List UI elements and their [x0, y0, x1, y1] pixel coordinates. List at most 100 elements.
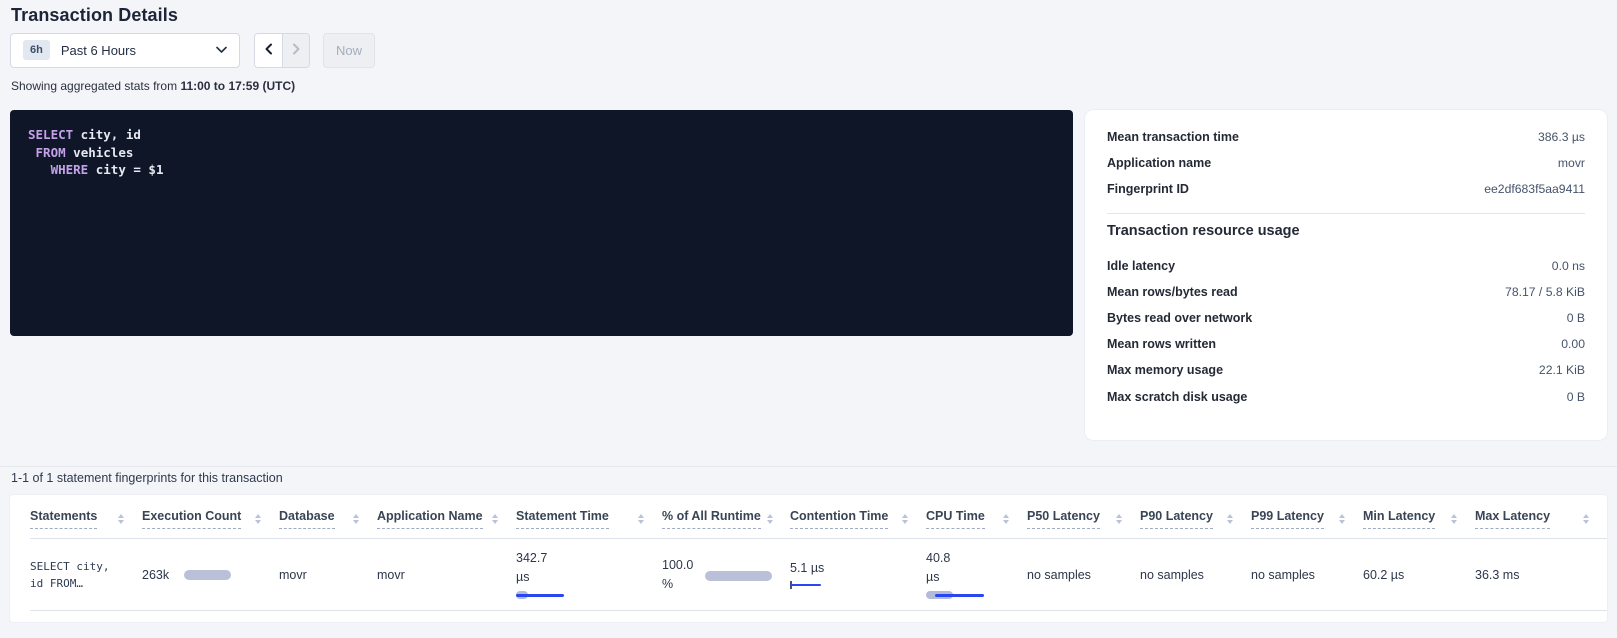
- time-range-dropdown[interactable]: 6h Past 6 Hours: [10, 32, 240, 68]
- summary-row-max-memory-usage: Max memory usage 22.1 KiB: [1107, 357, 1585, 383]
- column-header-cpu-time[interactable]: CPU Time: [926, 495, 1027, 539]
- next-range-button[interactable]: [282, 33, 309, 67]
- summary-value: 0.0 ns: [1551, 258, 1585, 273]
- column-label: CPU Time: [926, 509, 985, 529]
- sort-icon[interactable]: [255, 514, 261, 524]
- sql-line: FROM vehicles: [35, 144, 134, 160]
- now-button[interactable]: Now: [323, 32, 376, 68]
- column-label: Max Latency: [1475, 509, 1551, 529]
- summary-value: ee2df683f5aa9411: [1484, 182, 1585, 197]
- statement-time-bar: [516, 591, 644, 600]
- summary-row-mean-rows-bytes-read: Mean rows/bytes read 78.17 / 5.8 KiB: [1107, 279, 1585, 305]
- sort-icon[interactable]: [118, 514, 124, 524]
- statements-table: Statements Execution Count Database Appl…: [30, 495, 1607, 611]
- summary-value: 0.00: [1561, 337, 1585, 352]
- statements-table-card: Statements Execution Count Database Appl…: [10, 495, 1607, 622]
- chevron-right-icon: [291, 43, 301, 58]
- time-step-buttons: [254, 32, 310, 68]
- summary-label: Max memory usage: [1107, 363, 1224, 378]
- summary-label: Max scratch disk usage: [1107, 389, 1248, 404]
- execution-count-bar: [184, 569, 232, 580]
- column-label: Contention Time: [790, 509, 889, 529]
- summary-value: 78.17 / 5.8 KiB: [1505, 284, 1585, 299]
- column-header-pct-of-all-runtime[interactable]: % of All Runtime: [662, 495, 790, 539]
- contention-time-bar: [790, 580, 908, 591]
- statement-line: id FROM…: [30, 576, 83, 590]
- sort-icon[interactable]: [1451, 514, 1457, 524]
- statement-time-unit: µs: [516, 570, 530, 584]
- column-label: Statements: [30, 509, 98, 529]
- transaction-summary-card: Mean transaction time 386.3 µs Applicati…: [1085, 110, 1607, 440]
- column-header-max-latency[interactable]: Max Latency: [1475, 495, 1607, 539]
- previous-range-button[interactable]: [255, 33, 282, 67]
- statement-time-value: 342.7: [516, 551, 548, 565]
- execution-count-value: 263k: [142, 567, 170, 582]
- cell-execution-count: 263k: [142, 539, 279, 611]
- column-label: Statement Time: [516, 509, 609, 529]
- column-header-p50-latency[interactable]: P50 Latency: [1027, 495, 1140, 539]
- summary-value: movr: [1557, 156, 1585, 171]
- database-value: movr: [279, 567, 307, 582]
- time-range-badge: 6h: [23, 40, 50, 60]
- pct-runtime-value: 100.0: [662, 557, 694, 572]
- cell-statement-time: 342.7 µs: [516, 539, 662, 611]
- summary-row-application-name: Application name movr: [1107, 150, 1585, 176]
- column-header-execution-count[interactable]: Execution Count: [142, 495, 279, 539]
- sort-icon[interactable]: [902, 514, 908, 524]
- summary-row-fingerprint-id: Fingerprint ID ee2df683f5aa9411: [1107, 176, 1585, 202]
- sort-icon[interactable]: [638, 514, 644, 524]
- cpu-time-value: 40.8: [926, 551, 951, 565]
- column-label: Min Latency: [1363, 509, 1436, 529]
- statement-row[interactable]: SELECT city, id FROM… 263k movr movr: [30, 539, 1607, 611]
- summary-value: 0 B: [1566, 389, 1585, 404]
- sort-icon[interactable]: [492, 514, 498, 524]
- fingerprint-count-text: 1-1 of 1 statement fingerprints for this…: [11, 471, 283, 485]
- column-label: P90 Latency: [1140, 509, 1213, 529]
- p99-latency-value: no samples: [1251, 567, 1315, 582]
- sql-statement-box: SELECT city, id FROM vehicles WHERE city…: [10, 110, 1073, 336]
- cell-p50-latency: no samples: [1027, 539, 1140, 611]
- pct-runtime-unit: %: [662, 576, 674, 591]
- column-header-p99-latency[interactable]: P99 Latency: [1251, 495, 1363, 539]
- summary-label: Bytes read over network: [1107, 311, 1253, 326]
- column-header-min-latency[interactable]: Min Latency: [1363, 495, 1475, 539]
- column-header-statements[interactable]: Statements: [30, 495, 142, 539]
- summary-value: 22.1 KiB: [1538, 363, 1585, 378]
- column-header-application-name[interactable]: Application Name: [377, 495, 516, 539]
- section-divider: [0, 466, 1617, 467]
- cell-application-name: movr: [377, 539, 516, 611]
- table-header-row: Statements Execution Count Database Appl…: [30, 495, 1607, 539]
- column-header-contention-time[interactable]: Contention Time: [790, 495, 926, 539]
- cell-pct-of-all-runtime: 100.0 %: [662, 539, 790, 611]
- cell-database: movr: [279, 539, 377, 611]
- min-latency-value: 60.2 µs: [1363, 567, 1405, 582]
- cell-statements: SELECT city, id FROM…: [30, 539, 142, 611]
- sort-icon[interactable]: [353, 514, 359, 524]
- cell-min-latency: 60.2 µs: [1363, 539, 1475, 611]
- column-header-statement-time[interactable]: Statement Time: [516, 495, 662, 539]
- cell-p99-latency: no samples: [1251, 539, 1363, 611]
- resource-usage-heading: Transaction resource usage: [1107, 222, 1300, 239]
- p50-latency-value: no samples: [1027, 567, 1091, 582]
- sort-icon[interactable]: [766, 514, 773, 524]
- sort-icon[interactable]: [1339, 514, 1345, 524]
- summary-label: Mean rows written: [1107, 337, 1217, 352]
- aggregation-range-value: 11:00 to 17:59 (UTC): [180, 79, 296, 93]
- summary-value: 386.3 µs: [1537, 130, 1585, 145]
- column-label: Database: [279, 509, 335, 529]
- column-header-database[interactable]: Database: [279, 495, 377, 539]
- summary-label: Fingerprint ID: [1107, 182, 1189, 197]
- column-header-p90-latency[interactable]: P90 Latency: [1140, 495, 1251, 539]
- application-name-value: movr: [377, 567, 405, 582]
- statement-link[interactable]: SELECT city, id FROM…: [30, 558, 124, 592]
- contention-time-value: 5.1 µs: [790, 560, 825, 575]
- summary-label: Mean transaction time: [1107, 130, 1239, 145]
- summary-divider: [1107, 212, 1585, 214]
- chevron-down-icon: [216, 46, 227, 54]
- column-label: % of All Runtime: [662, 509, 761, 529]
- sort-icon[interactable]: [1116, 514, 1122, 524]
- sort-icon[interactable]: [1227, 514, 1233, 524]
- cell-contention-time: 5.1 µs: [790, 539, 926, 611]
- sort-icon[interactable]: [1583, 514, 1589, 524]
- sort-icon[interactable]: [1003, 514, 1009, 524]
